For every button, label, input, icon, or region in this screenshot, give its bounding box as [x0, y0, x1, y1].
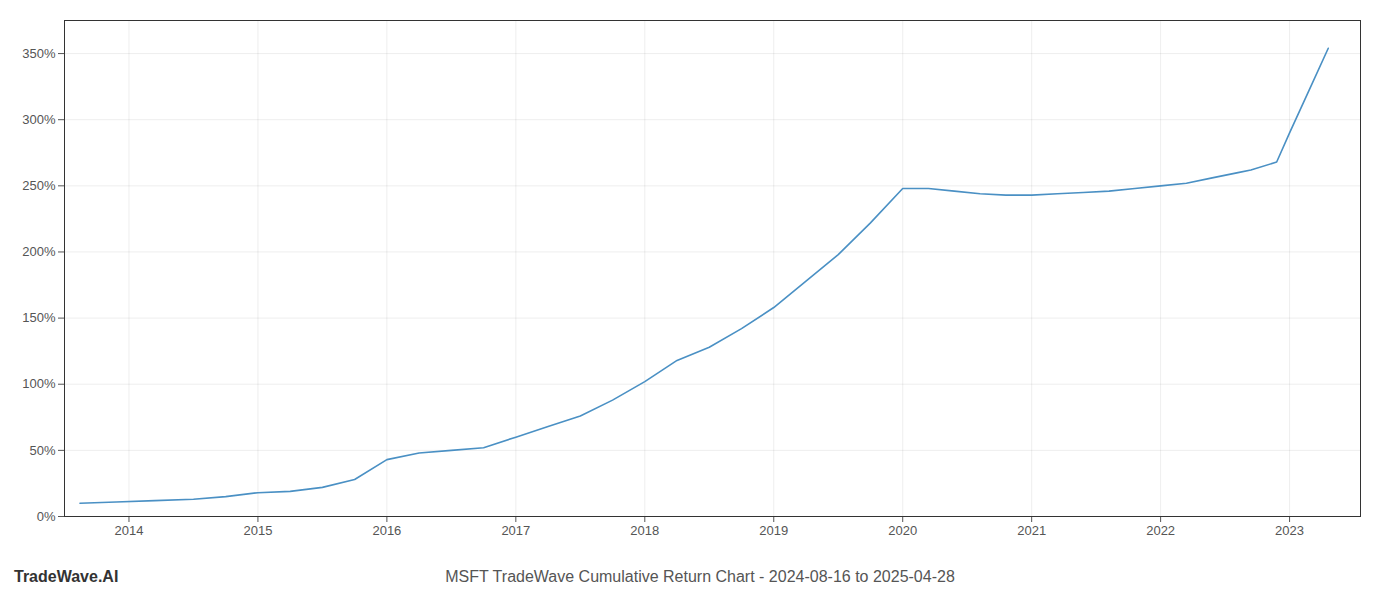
svg-text:2017: 2017 [501, 523, 530, 538]
svg-text:2015: 2015 [243, 523, 272, 538]
svg-text:250%: 250% [22, 178, 56, 193]
svg-text:300%: 300% [22, 112, 56, 127]
svg-text:50%: 50% [29, 443, 55, 458]
svg-text:2020: 2020 [888, 523, 917, 538]
svg-text:2016: 2016 [372, 523, 401, 538]
html-text:MSFT TradeWave Cumulative Retu: MSFT TradeWave Cumulative Return Chart -… [445, 568, 955, 585]
svg-text:350%: 350% [22, 46, 56, 61]
svg-text:2022: 2022 [1146, 523, 1175, 538]
svg-text:150%: 150% [22, 310, 56, 325]
svg-text:200%: 200% [22, 244, 56, 259]
html-text:TradeWave.AI: TradeWave.AI [14, 568, 119, 585]
svg-text:2023: 2023 [1275, 523, 1304, 538]
svg-text:100%: 100% [22, 376, 56, 391]
svg-text:2021: 2021 [1017, 523, 1046, 538]
svg-text:2019: 2019 [759, 523, 788, 538]
svg-text:2014: 2014 [115, 523, 144, 538]
svg-text:0%: 0% [37, 509, 56, 524]
svg-text:2018: 2018 [630, 523, 659, 538]
